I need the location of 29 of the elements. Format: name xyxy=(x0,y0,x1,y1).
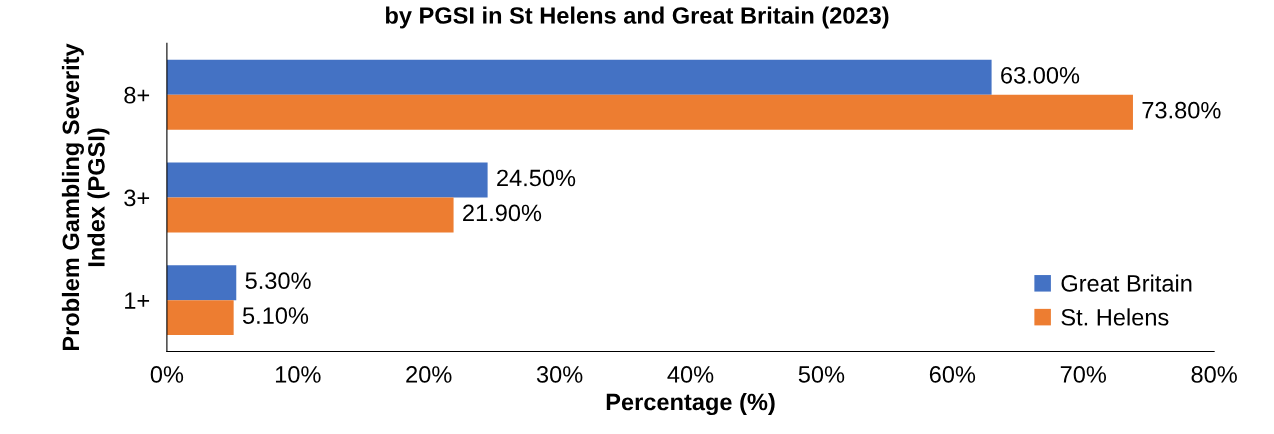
chart-title: by PGSI in St Helens and Great Britain (2023) xyxy=(385,6,889,29)
legend-label: St. Helens xyxy=(1061,308,1169,326)
x-tick-label: 40% xyxy=(667,366,714,383)
data-label: 5.30% xyxy=(245,272,311,290)
bar xyxy=(166,162,488,198)
data-label: 21.90% xyxy=(463,204,542,222)
bar xyxy=(166,300,234,336)
x-tick-label: 0% xyxy=(150,366,184,383)
y-axis-title: Problem Gambling Severity Index (PGSI) xyxy=(61,43,110,351)
legend-label: Great Britain xyxy=(1061,274,1192,292)
y-tick-label: 3+ xyxy=(124,189,150,207)
x-tick-label: 70% xyxy=(1060,366,1107,383)
x-tick-label: 80% xyxy=(1191,366,1237,383)
bar xyxy=(166,59,992,95)
data-label: 63.00% xyxy=(1001,66,1080,84)
bar xyxy=(166,94,1133,130)
data-label: 5.10% xyxy=(242,307,309,324)
data-label: 24.50% xyxy=(497,169,576,187)
x-tick-label: 50% xyxy=(798,366,845,383)
y-tick-label: 8+ xyxy=(124,86,150,104)
x-axis-title: Percentage (%) xyxy=(606,392,775,416)
x-tick-label: 20% xyxy=(406,366,452,383)
bar xyxy=(166,197,454,233)
data-label: 73.80% xyxy=(1142,101,1221,119)
x-tick-label: 10% xyxy=(275,366,321,383)
x-tick-label: 60% xyxy=(929,366,976,383)
y-tick-label: 1+ xyxy=(125,292,150,309)
x-tick-label: 30% xyxy=(536,366,583,383)
bar xyxy=(166,265,237,301)
